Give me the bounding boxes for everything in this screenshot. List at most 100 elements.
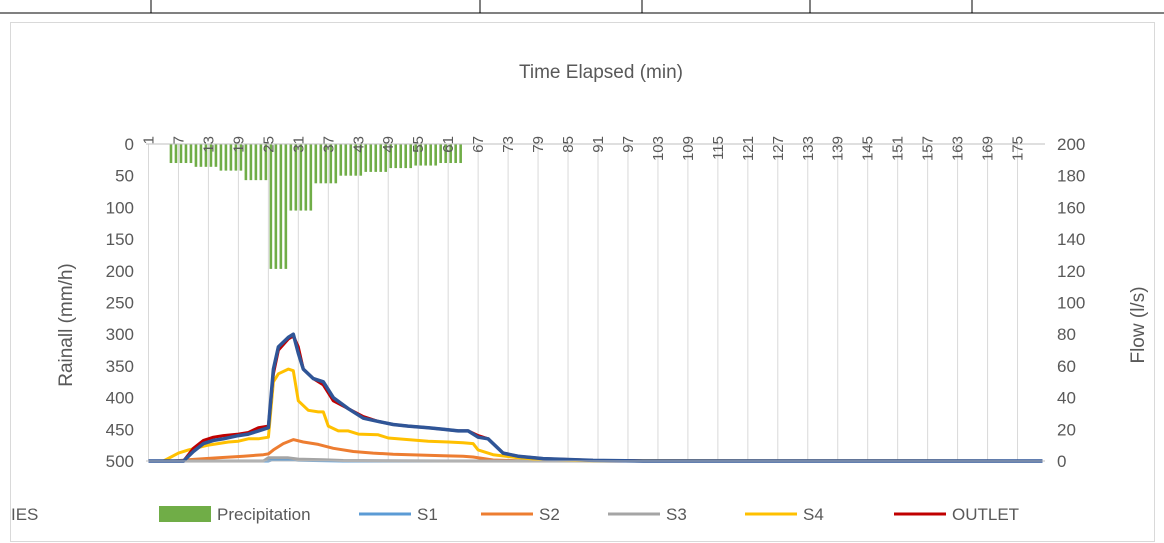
- precipitation-bar: [344, 144, 348, 176]
- x-tick-label: 1: [140, 136, 157, 144]
- right-tick-label: 0: [1057, 452, 1066, 471]
- precipitation-bar: [319, 144, 323, 184]
- precipitation-bar: [379, 144, 383, 172]
- right-tick-label: 120: [1057, 262, 1085, 281]
- left-tick-label: 100: [106, 198, 134, 217]
- precipitation-bar: [224, 144, 228, 171]
- precipitation-bar: [419, 144, 422, 166]
- precipitation-bar: [214, 144, 218, 167]
- precipitation-bar: [219, 144, 223, 171]
- right-tick-label: 20: [1057, 420, 1076, 439]
- precipitation-bar: [454, 144, 457, 164]
- x-tick-label: 151: [890, 136, 907, 161]
- precipitation-bar: [279, 144, 283, 269]
- precipitation-bar: [459, 144, 462, 164]
- precipitation-bar: [394, 144, 398, 169]
- precipitation-bars: [169, 144, 462, 269]
- precipitation-bar: [184, 144, 188, 164]
- flow-lines: [148, 332, 1043, 463]
- x-tick-label: 163: [950, 136, 967, 161]
- precipitation-bar: [309, 144, 313, 211]
- series-line-s2: [148, 438, 1043, 463]
- chart: 1 7 13 19 25 31 37 43 49 55 61 67 73 79 85 91 97 103 109 11…: [11, 62, 1149, 524]
- legend-label-ies: IES: [11, 505, 38, 524]
- legend-swatch-precipitation: [159, 506, 211, 522]
- precipitation-bar: [364, 144, 368, 172]
- precipitation-bar: [404, 144, 408, 169]
- precipitation-bar: [239, 144, 243, 171]
- left-tick-label: 500: [106, 452, 134, 471]
- right-tick-label: 180: [1057, 167, 1085, 186]
- precipitation-bar: [269, 144, 273, 269]
- precipitation-bar: [359, 144, 363, 176]
- x-tick-label: 133: [800, 136, 817, 161]
- precipitation-bar: [349, 144, 353, 176]
- precipitation-bar: [194, 144, 198, 167]
- precipitation-bar: [274, 144, 278, 269]
- precipitation-bar: [179, 144, 183, 164]
- x-tick-label: 157: [920, 136, 937, 161]
- grid: [147, 144, 1019, 461]
- left-tick-label: 350: [106, 357, 134, 376]
- left-axis-title: Rainall (mm/h): [56, 263, 77, 387]
- precipitation-bar: [339, 144, 343, 176]
- right-tick-label: 40: [1057, 389, 1076, 408]
- x-tick-label: 145: [860, 136, 877, 161]
- precipitation-bar: [199, 144, 203, 167]
- right-tick-label: 140: [1057, 230, 1085, 249]
- table-border-lines: [0, 0, 1164, 14]
- left-tick-label: 50: [115, 167, 134, 186]
- legend-label-s4: S4: [803, 505, 824, 524]
- precipitation-bar: [189, 144, 193, 164]
- precipitation-bar: [314, 144, 318, 184]
- chart-area: 1 7 13 19 25 31 37 43 49 55 61 67 73 79 85 91 97 103 109 11…: [10, 22, 1155, 542]
- precipitation-bar: [259, 144, 263, 181]
- left-tick-label: 300: [106, 325, 134, 344]
- precipitation-bar: [334, 144, 338, 184]
- x-tick-label: 103: [650, 136, 667, 161]
- precipitation-bar: [204, 144, 208, 167]
- precipitation-bar: [174, 144, 178, 164]
- precipitation-bar: [209, 144, 213, 167]
- legend-label-outlet: OUTLET: [952, 505, 1019, 524]
- x-tick-label: 109: [680, 136, 697, 161]
- precipitation-bar: [304, 144, 308, 211]
- x-tick-label: 169: [980, 136, 997, 161]
- legend-label-precipitation: Precipitation: [217, 505, 311, 524]
- precipitation-bar: [284, 144, 288, 269]
- precipitation-bar: [429, 144, 432, 166]
- precipitation-bar: [229, 144, 233, 171]
- precipitation-bar: [424, 144, 427, 166]
- x-tick-label: 7: [170, 136, 187, 144]
- right-tick-label: 200: [1057, 135, 1085, 154]
- precipitation-bar: [324, 144, 328, 184]
- precipitation-bar: [449, 144, 452, 164]
- right-tick-label: 60: [1057, 357, 1076, 376]
- precipitation-bar: [414, 144, 417, 166]
- precipitation-bar: [389, 144, 393, 169]
- legend-label-s3: S3: [666, 505, 687, 524]
- legend-label-s1: S1: [417, 505, 438, 524]
- precipitation-bar: [409, 144, 413, 169]
- left-tick-label: 150: [106, 230, 134, 249]
- precipitation-bar: [369, 144, 373, 172]
- precipitation-bar: [254, 144, 258, 181]
- precipitation-bar: [329, 144, 333, 184]
- precipitation-bar: [374, 144, 378, 172]
- legend: Precipitation S1 S2 S3 S4 OUTLET IES: [11, 505, 1019, 524]
- series-line-outlet: [148, 334, 1043, 463]
- precipitation-bar: [169, 144, 173, 164]
- x-axis-title: Time Elapsed (min): [519, 62, 683, 83]
- precipitation-bar: [399, 144, 403, 169]
- x-tick-label: 175: [1010, 136, 1027, 161]
- right-tick-label: 160: [1057, 198, 1085, 217]
- precipitation-bar: [354, 144, 358, 176]
- left-tick-label: 0: [125, 135, 134, 154]
- left-tick-label: 250: [106, 294, 134, 313]
- series-line-ies: [148, 332, 1043, 463]
- precipitation-bar: [299, 144, 303, 211]
- precipitation-bar: [294, 144, 298, 211]
- right-axis-title: Flow (l/s): [1128, 286, 1149, 363]
- x-tick-label: 139: [830, 136, 847, 161]
- precipitation-bar: [234, 144, 238, 171]
